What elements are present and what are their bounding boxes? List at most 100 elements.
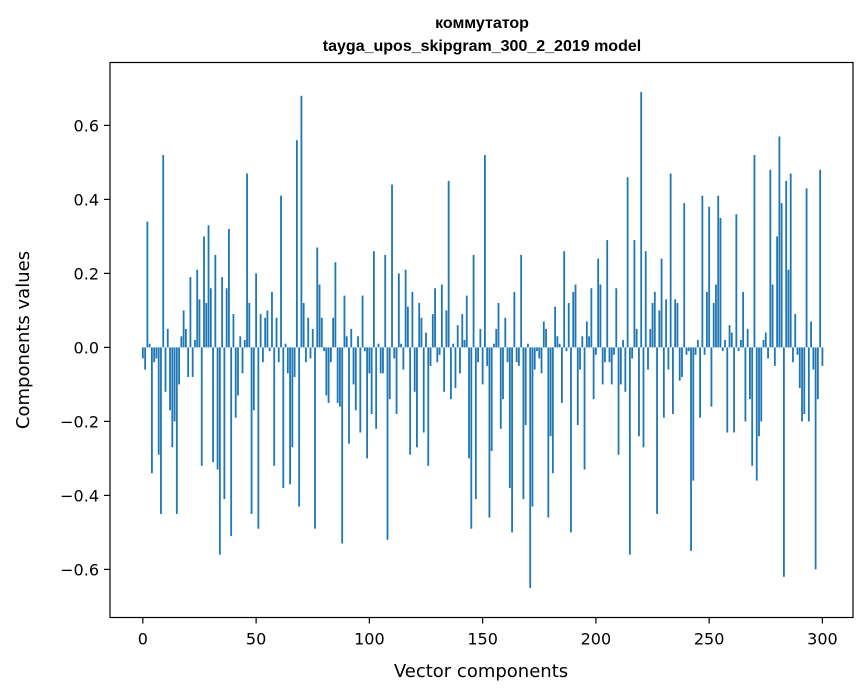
bar: [243, 340, 246, 348]
bar: [250, 347, 253, 514]
bar: [558, 343, 561, 348]
bar: [391, 184, 393, 348]
bar: [504, 317, 507, 348]
bar: [810, 321, 812, 348]
bar: [737, 347, 740, 352]
bar: [436, 347, 439, 363]
bar: [622, 340, 624, 348]
bar: [776, 236, 779, 348]
bar: [164, 347, 167, 392]
bar: [676, 303, 679, 348]
bar: [619, 347, 622, 385]
bar: [486, 347, 489, 366]
bar: [144, 347, 147, 370]
bar: [216, 347, 219, 470]
bar: [153, 347, 156, 363]
bar: [681, 347, 683, 377]
bar: [162, 155, 165, 348]
bar: [302, 303, 305, 348]
bar: [816, 347, 819, 400]
bar: [239, 336, 242, 348]
bar: [277, 347, 280, 363]
bar: [601, 347, 604, 385]
bar: [343, 295, 346, 348]
bar: [708, 206, 711, 348]
bar: [339, 347, 341, 407]
bar: [574, 284, 577, 348]
bar: [515, 347, 518, 363]
bar: [293, 347, 296, 377]
bar: [191, 347, 194, 377]
bar: [363, 347, 366, 352]
bar: [214, 254, 217, 348]
bar: [273, 347, 276, 466]
bar: [180, 336, 183, 348]
bar: [642, 347, 645, 448]
bar: [547, 347, 550, 518]
bar: [540, 347, 543, 374]
bar: [506, 347, 509, 363]
bar: [418, 303, 421, 348]
bar: [579, 347, 581, 370]
bar: [354, 347, 357, 411]
bar: [604, 347, 606, 363]
bar: [205, 303, 208, 348]
bar: [694, 347, 697, 355]
y-tick-label: −0.6: [60, 560, 99, 579]
bar: [266, 310, 269, 348]
chart-title: коммутатор: [435, 15, 529, 32]
bar: [341, 347, 344, 544]
bar: [597, 258, 600, 348]
bar: [690, 347, 692, 551]
bar: [538, 347, 541, 359]
bar: [783, 347, 785, 577]
bar: [513, 291, 516, 348]
bar: [483, 155, 486, 348]
bar: [572, 291, 575, 348]
bar: [198, 299, 201, 348]
bar: [703, 347, 706, 355]
bar: [576, 347, 579, 426]
bar: [275, 317, 278, 348]
bar: [719, 217, 722, 348]
bar: [169, 347, 171, 411]
bar: [194, 340, 196, 348]
bar: [581, 336, 584, 348]
bar: [406, 306, 409, 348]
bar: [237, 347, 239, 396]
bar: [311, 328, 314, 348]
bar: [556, 336, 559, 348]
x-tick-label: 300: [807, 630, 838, 649]
bar: [701, 195, 704, 348]
bar: [300, 95, 303, 348]
bar: [320, 317, 323, 348]
bar: [230, 347, 233, 537]
bar: [499, 347, 502, 429]
bar: [524, 347, 527, 426]
bar: [434, 288, 436, 348]
bar: [474, 347, 477, 500]
bar: [796, 347, 799, 355]
bar: [196, 269, 199, 348]
bar: [223, 347, 226, 500]
bar: [771, 284, 774, 348]
bar: [329, 347, 332, 363]
bar: [459, 347, 461, 374]
bar: [570, 347, 572, 533]
bar: [450, 347, 452, 400]
bar: [529, 347, 532, 588]
bar: [527, 343, 529, 348]
bar: [561, 347, 563, 403]
bar: [721, 347, 724, 352]
bar: [323, 347, 325, 352]
bar: [146, 221, 149, 348]
bar: [397, 273, 400, 348]
bar: [425, 332, 427, 348]
bar: [497, 303, 500, 348]
x-tick-label: 100: [354, 630, 385, 649]
bar: [651, 303, 654, 348]
bar: [610, 347, 613, 385]
x-axis-label: Vector components: [394, 661, 568, 682]
bar: [456, 325, 459, 348]
bar: [352, 347, 355, 385]
